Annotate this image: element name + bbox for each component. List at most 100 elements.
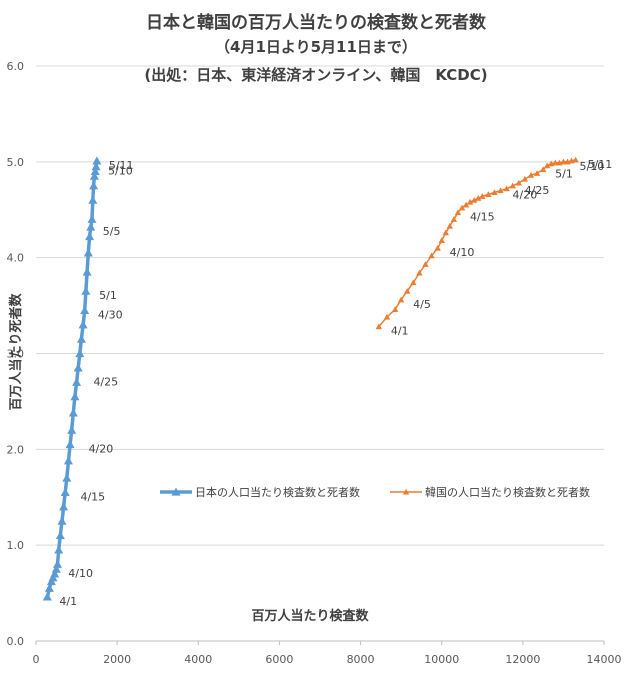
y-tick-label: 1.0	[7, 539, 25, 552]
data-point-japan	[53, 559, 63, 568]
legend: 日本の人口当たり検査数と死者数 韓国の人口当たり検査数と死者数	[160, 485, 590, 499]
point-label: 4/10	[450, 246, 475, 259]
x-axis-title: 百万人当たり検査数	[251, 608, 369, 624]
x-tick-label: 14000	[587, 653, 622, 666]
data-point-korea	[391, 306, 399, 312]
data-point-korea	[572, 156, 579, 163]
data-point-japan	[83, 248, 93, 257]
point-label: 4/20	[513, 189, 538, 202]
data-point-japan	[82, 267, 92, 276]
y-tick-labels: 0.0 1.0 2.0 3.0 4.0 5.0 6.0	[7, 60, 25, 648]
data-point-korea	[503, 185, 510, 192]
data-point-korea	[416, 269, 423, 276]
x-tick-label: 6000	[265, 653, 293, 666]
point-label: 4/20	[89, 443, 114, 456]
data-point-japan	[59, 502, 69, 511]
data-point-korea	[533, 170, 541, 176]
data-point-korea	[560, 158, 567, 165]
point-label: 5/10	[579, 160, 604, 173]
x-tick-label: 2000	[103, 653, 131, 666]
point-label: 4/25	[93, 375, 118, 388]
point-label: 4/1	[59, 595, 77, 608]
point-label: 4/15	[470, 211, 495, 224]
data-point-korea	[544, 162, 551, 169]
data-point-korea	[438, 237, 445, 243]
y-axis-title: 百万人当たり死者数	[8, 293, 24, 411]
data-point-korea	[470, 196, 478, 203]
data-point-korea	[466, 198, 474, 205]
data-point-japan	[91, 162, 101, 171]
data-point-japan	[86, 222, 96, 231]
data-point-japan	[75, 349, 85, 358]
data-point-japan	[78, 320, 88, 329]
data-point-japan	[90, 166, 100, 176]
data-point-japan	[42, 592, 52, 601]
point-label: 4/1	[391, 325, 409, 338]
data-point-korea	[462, 201, 470, 208]
point-label: 4/30	[98, 308, 123, 321]
data-point-japan	[89, 181, 99, 190]
x-tick-label: 0	[33, 653, 40, 666]
point-label: 4/10	[68, 567, 93, 580]
data-point-korea	[450, 216, 458, 222]
point-labels: 4/14/104/154/204/254/305/15/55/105/114/1…	[59, 158, 612, 608]
data-point-korea	[479, 193, 486, 199]
y-tick-label: 0.0	[7, 635, 25, 648]
point-label: 4/5	[413, 298, 431, 311]
point-label: 5/11	[588, 158, 613, 171]
point-label: 4/15	[80, 490, 105, 503]
y-tick-label: 4.0	[7, 252, 25, 265]
data-point-japan	[68, 408, 78, 417]
data-point-japan	[76, 334, 86, 343]
data-point-korea	[527, 172, 535, 178]
data-point-japan	[44, 583, 54, 592]
data-point-japan	[87, 214, 97, 223]
y-tick-label: 3.0	[7, 348, 25, 361]
data-point-korea	[539, 166, 547, 173]
data-point-japan	[67, 425, 77, 434]
chart-subtitle-period: （4月1日より5月11日まで）	[215, 38, 417, 56]
legend-swatch-marker	[171, 487, 181, 496]
x-tick-label: 4000	[184, 653, 212, 666]
point-label: 5/5	[103, 225, 121, 238]
data-point-korea	[515, 179, 522, 186]
data-point-korea	[442, 229, 449, 236]
data-point-korea	[454, 209, 462, 216]
data-point-korea	[428, 252, 435, 259]
data-point-japan	[60, 487, 70, 497]
data-point-japan	[88, 195, 98, 204]
data-point-korea	[434, 244, 441, 251]
data-point-korea	[383, 313, 391, 320]
data-point-korea	[397, 296, 405, 303]
y-tick-label: 5.0	[7, 156, 25, 169]
data-point-korea	[521, 175, 529, 182]
data-point-japan	[70, 392, 80, 401]
data-point-japan	[73, 363, 83, 372]
y-tick-label: 6.0	[7, 60, 25, 73]
data-point-japan	[63, 456, 73, 465]
data-point-japan	[57, 516, 67, 525]
data-point-korea	[375, 323, 383, 330]
gridlines	[35, 65, 605, 645]
chart-title: 日本と韓国の百万人当たりの検査数と死者数	[146, 13, 486, 33]
point-label: 5/1	[99, 289, 117, 302]
data-point-japan	[81, 286, 91, 295]
data-point-japan	[65, 440, 75, 449]
point-label: 4/25	[525, 184, 550, 197]
point-label: 5/10	[108, 165, 133, 178]
data-point-korea	[497, 187, 504, 194]
data-point-japan	[50, 569, 60, 578]
data-point-japan	[54, 545, 64, 554]
chart-subtitle-source: (出処：日本、東洋経済オンライン、韓国 KCDC)	[144, 66, 488, 84]
x-tick-labels: 0 2000 4000 6000 8000 10000 12000 14000	[33, 653, 622, 666]
data-point-japan	[51, 564, 61, 573]
legend-label-japan: 日本の人口当たり検査数と死者数	[195, 485, 360, 499]
data-point-korea	[458, 204, 466, 211]
data-point-korea	[410, 279, 417, 286]
data-point-japan	[80, 305, 90, 314]
data-point-japan	[62, 473, 72, 482]
point-label: 5/11	[109, 159, 134, 172]
data-point-korea	[404, 288, 411, 294]
legend-swatch-marker	[402, 488, 410, 495]
data-point-japan	[85, 232, 95, 241]
